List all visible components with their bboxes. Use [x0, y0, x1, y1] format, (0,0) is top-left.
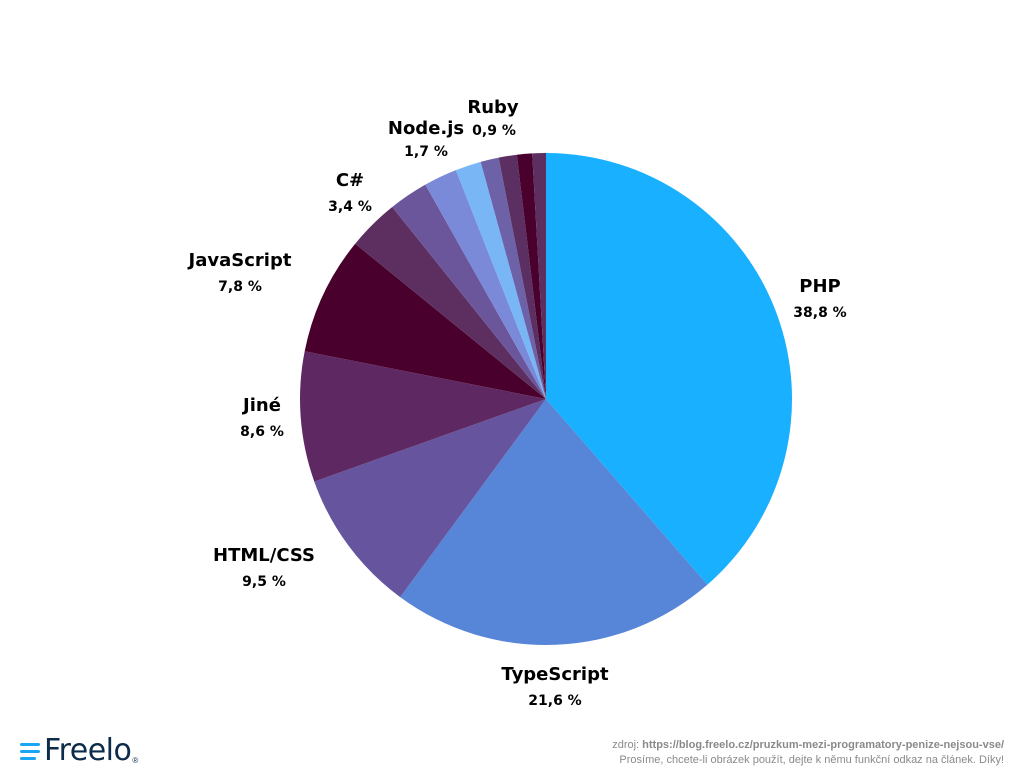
- label-value-html-css: 9,5 %: [242, 574, 286, 590]
- source-url[interactable]: https://blog.freelo.cz/pruzkum-mezi-prog…: [642, 739, 1004, 751]
- pie-slice-unlabeled-7: [425, 170, 546, 399]
- pie-slice-html-css: [314, 399, 546, 598]
- logo-text: Freelo: [44, 733, 132, 768]
- label-name-ruby: Ruby: [467, 97, 519, 118]
- label-value-node-js: 1,7 %: [404, 144, 448, 160]
- label-value-typescript: 21,6 %: [528, 693, 581, 709]
- pie-slice-c-: [355, 206, 546, 399]
- pie-slices: [299, 153, 793, 646]
- source-line: zdroj: https://blog.freelo.cz/pruzkum-me…: [612, 738, 1004, 753]
- pie-slice-unlabeled-9: [480, 157, 546, 399]
- label-name-typescript: TypeScript: [501, 664, 609, 685]
- pie-slice-php: [546, 153, 793, 585]
- source-prefix: zdroj:: [612, 739, 643, 751]
- logo-lines-icon: [20, 742, 40, 760]
- label-name-php: PHP: [799, 276, 840, 297]
- pie-slice-ruby: [532, 153, 546, 399]
- source-note: zdroj: https://blog.freelo.cz/pruzkum-me…: [612, 738, 1004, 768]
- label-name-c-: C#: [336, 170, 364, 191]
- label-value-jin-: 8,6 %: [240, 424, 284, 440]
- label-value-php: 38,8 %: [793, 305, 846, 321]
- pie-labels: PHP 38,8 % TypeScript 21,6 % HTML/CSS 9,5 % Ji…: [187, 97, 847, 709]
- label-value-ruby: 0,9 %: [472, 123, 516, 139]
- usage-note: Prosíme, chcete-li obrázek použít, dejte…: [619, 754, 1004, 766]
- pie-slice-javascript: [304, 243, 546, 399]
- freelo-logo: Freelo ®: [20, 733, 138, 769]
- pie-chart: PHP 38,8 % TypeScript 21,6 % HTML/CSS 9,5 % Ji…: [187, 97, 847, 709]
- pie-slice-node-js: [455, 161, 546, 399]
- label-value-javascript: 7,8 %: [218, 279, 262, 295]
- label-name-jin-: Jiné: [241, 395, 281, 416]
- label-name-javascript: JavaScript: [187, 250, 292, 271]
- label-value-c-: 3,4 %: [328, 199, 372, 215]
- pie-slice-unlabeled-10: [498, 154, 546, 399]
- pie-slice-jin-: [299, 351, 546, 482]
- logo-registered-mark: ®: [132, 756, 139, 765]
- label-name-html-css: HTML/CSS: [213, 545, 315, 566]
- label-name-node-js: Node.js: [388, 118, 464, 139]
- pie-slice-unlabeled-6: [392, 184, 546, 399]
- pie-slice-unlabeled-11: [516, 153, 546, 399]
- pie-slice-typescript: [400, 399, 708, 646]
